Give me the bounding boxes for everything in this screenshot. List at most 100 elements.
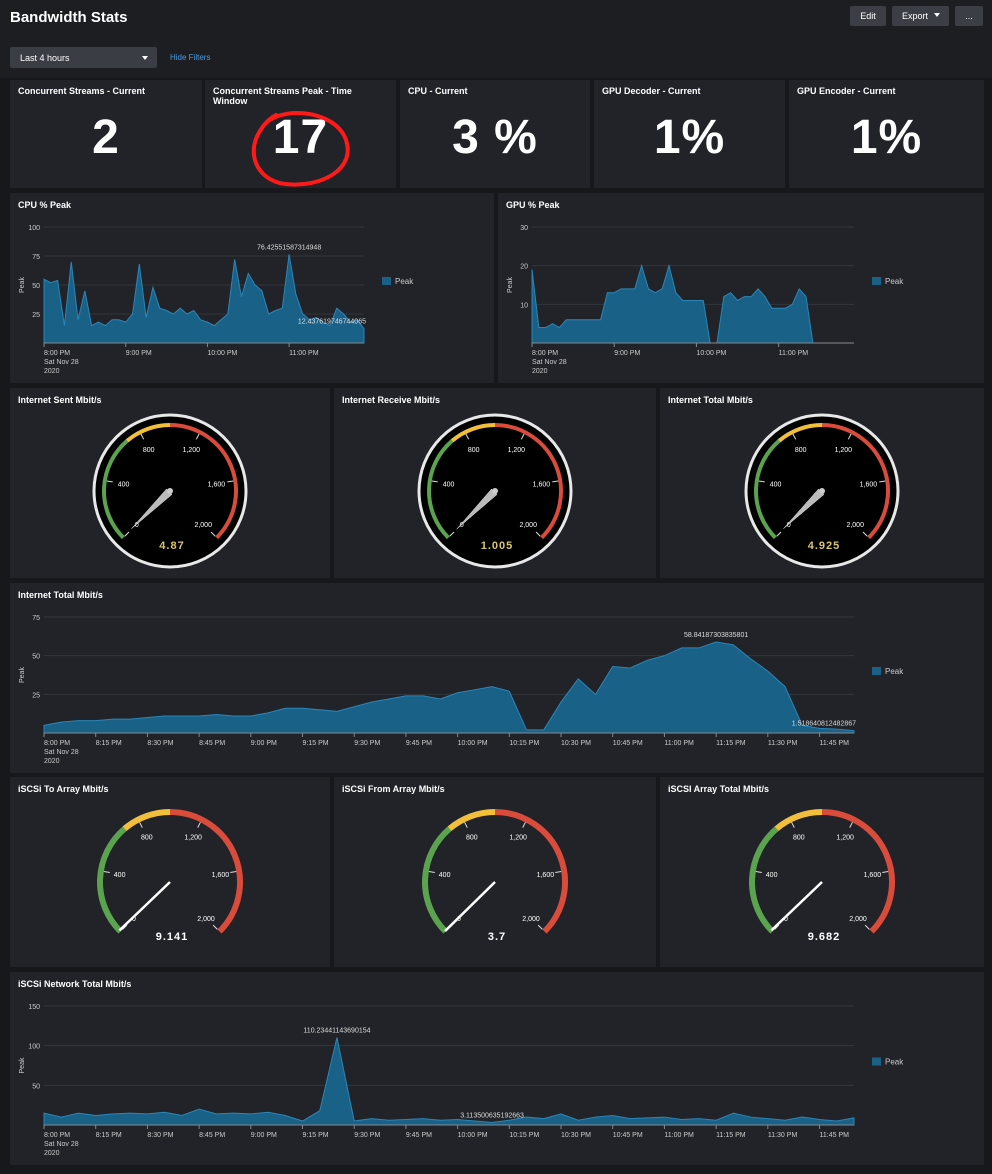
y-tick-label: 100 [28, 225, 40, 232]
point-label: 110.23441143690154 [303, 1028, 370, 1035]
y-tick-label: 100 [28, 1044, 40, 1051]
x-date-label: Sat Nov 28 [44, 359, 79, 366]
gauge-band [122, 809, 171, 832]
gauge-tick [124, 531, 130, 537]
x-tick-label: 9:00 PM [251, 1132, 277, 1139]
single-value: 3 % [452, 111, 538, 164]
gauge-band [447, 809, 496, 832]
x-tick-label: 8:00 PM [44, 740, 70, 747]
single-value-panel: GPU Encoder - Current 1% [789, 80, 984, 188]
gauge-tick-label: 1,600 [537, 872, 555, 879]
y-axis-label: Peak [19, 667, 26, 683]
gauge-tick-label: 2,000 [194, 522, 212, 529]
dropdown-caret [142, 56, 148, 60]
gauge-needle [770, 881, 823, 932]
y-tick-label: 75 [32, 254, 40, 261]
legend-label: Peak [885, 1058, 904, 1067]
x-tick-label: 11:00 PM [664, 1132, 694, 1139]
gauge-band [427, 439, 454, 540]
gauge-tick-label: 0 [460, 522, 464, 529]
gauge-title: iSCSI Array Total Mbit/s [668, 784, 769, 794]
x-tick-label: 9:45 PM [406, 740, 432, 747]
gauge-value: 4.87 [159, 540, 184, 552]
gauge-tick-label: 2,000 [522, 916, 540, 923]
dropdown-bg [10, 47, 157, 68]
gauge-tick-label: 400 [766, 872, 778, 879]
single-value-panel: Concurrent Streams Peak - Time Window 17 [205, 80, 396, 188]
x-tick-label: 9:30 PM [354, 1132, 380, 1139]
gauge-tick [879, 480, 886, 483]
gauge-band [821, 423, 890, 540]
gauge-tick [882, 871, 889, 873]
more-button[interactable]: ... [955, 6, 983, 26]
gauge-tick-label: 0 [784, 916, 788, 923]
panel-canvas: Internet Sent Mbit/s 0 400 800 1,200 1,600 2,0… [18, 395, 248, 569]
gauge-tick [139, 822, 143, 828]
single-value-panel: GPU Decoder - Current 1% [594, 80, 785, 188]
single-value: 1% [850, 111, 923, 164]
gauge-tick [122, 924, 128, 930]
gauge-panel: Internet Receive Mbit/s 0 400 800 1,200 1,600… [334, 388, 656, 578]
gauge-band [494, 423, 563, 540]
x-tick-label: 8:15 PM [96, 740, 122, 747]
header-bar: Bandwidth Stats Edit Export ... Last 4 h… [0, 0, 992, 78]
edit-button-bg [850, 6, 886, 26]
gauge-tick [227, 480, 234, 483]
y-tick-label: 30 [520, 225, 528, 232]
gauge-tick-label: 400 [439, 872, 451, 879]
x-tick-label: 10:30 PM [561, 740, 591, 747]
gauge-tick [552, 480, 559, 483]
gauge-tick-label: 0 [787, 522, 791, 529]
single-title: Concurrent Streams - Current [18, 86, 146, 96]
x-tick-label: 10:45 PM [613, 1132, 643, 1139]
edit-button[interactable]: Edit [850, 6, 886, 26]
panel-canvas: Internet Total Mbit/s 0 400 800 1,200 1,600 2,… [668, 395, 900, 569]
point-label: 1.518640812482867 [792, 721, 856, 728]
gauge-tick [774, 924, 780, 930]
gauge-value: 1.005 [481, 540, 514, 552]
gauge-value: 9.682 [808, 931, 841, 943]
gauge-tick-label: 400 [770, 482, 782, 489]
gauge-panel: iSCSi From Array Mbit/s 0 400 800 1,200 1,600… [334, 777, 656, 967]
x-tick-label: 8:00 PM [44, 1132, 70, 1139]
export-caret [934, 13, 940, 17]
gauge-tick [792, 433, 797, 440]
gauge-band [749, 826, 779, 934]
x-tick-label: 8:45 PM [199, 1132, 225, 1139]
gauge-tick [520, 433, 525, 440]
x-tick-label: 9:00 PM [126, 350, 152, 357]
time-range-dropdown[interactable]: Last 4 hours [10, 47, 157, 68]
export-button[interactable]: Export [892, 6, 949, 26]
x-tick-label: 9:00 PM [251, 740, 277, 747]
x-tick-label: 11:45 PM [820, 1132, 850, 1139]
x-date-label: 2020 [44, 368, 60, 375]
gauge-hub [819, 488, 825, 494]
legend-label: Peak [885, 277, 904, 286]
gauge-value: 3.7 [488, 931, 506, 943]
hide-filters-link[interactable]: Hide Filters [170, 53, 210, 62]
panel-canvas: iSCSI Array Total Mbit/s 0 400 800 1,200 1,60… [668, 784, 895, 943]
single-value: 17 [272, 111, 329, 164]
single-value-panel: CPU - Current 3 % [400, 80, 590, 188]
x-tick-label: 10:00 PM [207, 350, 237, 357]
area [531, 263, 814, 344]
gauge-band [774, 809, 823, 832]
gauge-tick-label: 1,600 [860, 482, 878, 489]
gauge-needle [444, 881, 496, 932]
chart-title: GPU % Peak [506, 200, 561, 210]
gauge-panel: Internet Total Mbit/s 0 400 800 1,200 1,600 2,… [660, 388, 984, 578]
gauge-panel: iSCSi To Array Mbit/s 0 400 800 1,200 1,600 2,… [10, 777, 330, 967]
x-tick-label: 9:00 PM [614, 350, 640, 357]
x-date-label: 2020 [44, 758, 60, 765]
single-value: 2 [92, 111, 120, 164]
gauge-tick [195, 433, 200, 440]
x-tick-label: 11:30 PM [768, 1132, 798, 1139]
x-tick-label: 11:15 PM [716, 740, 746, 747]
x-date-label: 2020 [532, 368, 548, 375]
point-label: 12.437619746744065 [298, 319, 366, 326]
panel-canvas: iSCSi From Array Mbit/s 0 400 800 1,200 1,600… [342, 784, 568, 943]
gauge-band [494, 809, 568, 934]
x-tick-label: 11:00 PM [289, 350, 319, 357]
gauge-band [169, 423, 238, 540]
